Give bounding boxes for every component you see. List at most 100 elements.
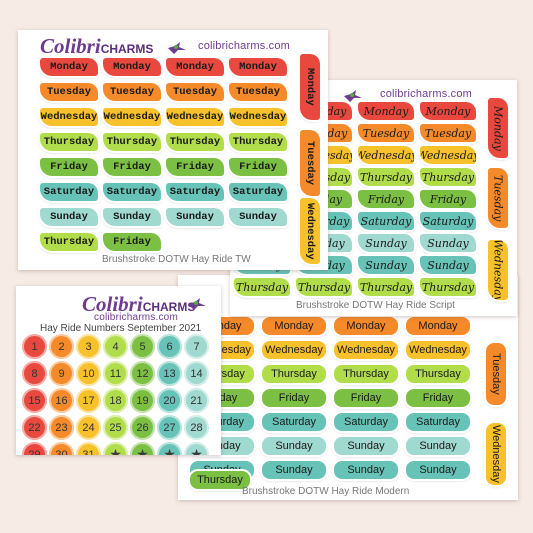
day-sticker: Tuesday bbox=[229, 83, 287, 101]
number-circle-sticker: 25 bbox=[103, 415, 128, 440]
day-sticker-label: Thursday bbox=[359, 280, 413, 294]
brand-script: Colibri bbox=[82, 292, 143, 316]
tw-sheet-caption: Brushstroke DOTW Hay Ride TW bbox=[102, 254, 251, 265]
day-sticker: Thursday bbox=[420, 278, 476, 296]
day-sticker: Thursday bbox=[234, 278, 290, 296]
day-sticker-label: Thursday bbox=[415, 368, 461, 380]
day-sticker-label: Sunday bbox=[419, 464, 457, 476]
day-sticker: Thursday bbox=[420, 168, 476, 186]
day-sticker: Sunday bbox=[334, 437, 398, 455]
day-sticker-label: Friday bbox=[278, 392, 310, 404]
day-sticker-label: Saturday bbox=[415, 416, 461, 428]
day-sticker-label: Wednesday bbox=[409, 344, 467, 356]
day-sticker: Wednesday bbox=[40, 108, 98, 126]
star-circle-sticker: ★ bbox=[184, 442, 209, 455]
day-sticker: Friday bbox=[262, 389, 326, 407]
day-sticker: Thursday bbox=[406, 365, 470, 383]
vertical-day-sticker: Monday bbox=[488, 98, 508, 158]
day-sticker: Wednesday bbox=[420, 146, 476, 164]
day-sticker: Thursday bbox=[358, 168, 414, 186]
day-sticker-label: Wednesday bbox=[40, 111, 98, 123]
day-sticker: Tuesday bbox=[358, 124, 414, 142]
day-sticker: Thursday bbox=[358, 278, 414, 296]
day-sticker-label: Thursday bbox=[43, 236, 95, 248]
script-sheet-url: colibricharms.com bbox=[380, 88, 473, 100]
day-sticker-label: Friday bbox=[113, 161, 151, 173]
brand-script: Colibri bbox=[40, 34, 101, 58]
brand-caps: CHARMS bbox=[142, 300, 196, 314]
day-sticker-label: Thursday bbox=[297, 280, 351, 294]
day-sticker: Friday bbox=[166, 158, 224, 176]
number-circle-sticker: 22 bbox=[22, 415, 47, 440]
day-sticker: Saturday bbox=[40, 183, 98, 201]
day-sticker: Saturday bbox=[358, 212, 414, 230]
star-circle-sticker: ★ bbox=[157, 442, 182, 455]
day-sticker-label: Thursday bbox=[271, 368, 317, 380]
day-sticker: Sunday bbox=[40, 208, 98, 226]
hummingbird-icon bbox=[344, 90, 362, 102]
day-sticker-label: Friday bbox=[422, 392, 454, 404]
day-sticker-label: Sunday bbox=[50, 211, 88, 223]
day-sticker: Sunday bbox=[358, 256, 414, 274]
number-circle-sticker: 29 bbox=[22, 442, 47, 455]
day-sticker: Monday bbox=[40, 58, 98, 76]
numbers-sticker-sheet: ColibriCHARMS colibricharms.com Hay Ride… bbox=[16, 286, 221, 455]
day-sticker: Friday bbox=[334, 389, 398, 407]
number-circle-sticker: 5 bbox=[130, 334, 155, 359]
day-sticker: Saturday bbox=[229, 183, 287, 201]
day-sticker: Thursday bbox=[262, 365, 326, 383]
day-sticker-label: Sunday bbox=[365, 236, 407, 250]
number-circle-sticker: 2 bbox=[49, 334, 74, 359]
number-circle-sticker: 6 bbox=[157, 334, 182, 359]
day-sticker: Sunday bbox=[420, 256, 476, 274]
day-sticker-label: Sunday bbox=[427, 258, 469, 272]
vertical-day-sticker: Wednesday bbox=[300, 198, 320, 264]
day-sticker: Monday bbox=[103, 58, 161, 76]
vertical-day-label: Monday bbox=[304, 68, 316, 106]
day-sticker: Sunday bbox=[334, 461, 398, 479]
tw-sheet-url: colibricharms.com bbox=[198, 40, 291, 52]
day-sticker: Monday bbox=[406, 317, 470, 335]
number-circle-sticker: 14 bbox=[184, 361, 209, 386]
vertical-day-sticker: Tuesday bbox=[488, 168, 508, 228]
day-sticker-label: Sunday bbox=[113, 211, 151, 223]
number-circle-sticker: 27 bbox=[157, 415, 182, 440]
number-circle-sticker: 17 bbox=[76, 388, 101, 413]
day-sticker-label: Tuesday bbox=[424, 126, 472, 140]
day-sticker: Monday bbox=[166, 58, 224, 76]
modern-sheet-caption: Brushstroke DOTW Hay Ride Modern bbox=[242, 486, 410, 497]
number-circle-sticker: 15 bbox=[22, 388, 47, 413]
script-sheet-caption: Brushstroke DOTW Hay Ride Script bbox=[296, 300, 455, 311]
numbers-sheet-caption: Hay Ride Numbers September 2021 bbox=[40, 323, 202, 334]
number-circle-sticker: 12 bbox=[130, 361, 155, 386]
day-sticker: Sunday bbox=[229, 208, 287, 226]
star-circle-sticker: ★ bbox=[103, 442, 128, 455]
day-sticker-label: Thursday bbox=[359, 170, 413, 184]
day-sticker: Friday bbox=[103, 158, 161, 176]
day-sticker: Sunday bbox=[406, 437, 470, 455]
day-sticker-label: Saturday bbox=[169, 186, 221, 198]
day-sticker-label: Friday bbox=[113, 236, 151, 248]
number-circle-sticker: 30 bbox=[49, 442, 74, 455]
day-sticker-label: Tuesday bbox=[362, 126, 410, 140]
day-sticker-label: Monday bbox=[176, 61, 214, 73]
number-circle-sticker: 11 bbox=[103, 361, 128, 386]
brand-logo: ColibriCHARMS bbox=[40, 34, 153, 59]
day-sticker-label: Tuesday bbox=[109, 86, 155, 98]
day-sticker: Monday bbox=[262, 317, 326, 335]
day-sticker-label: Thursday bbox=[235, 280, 289, 294]
day-sticker-label: Monday bbox=[239, 61, 277, 73]
vertical-day-label: Tuesday bbox=[304, 140, 316, 186]
day-sticker: Saturday bbox=[103, 183, 161, 201]
number-circle-sticker: 3 bbox=[76, 334, 101, 359]
day-sticker-label: Wednesday bbox=[420, 148, 476, 162]
day-sticker-label: Monday bbox=[346, 320, 386, 332]
day-sticker: Monday bbox=[358, 102, 414, 120]
tw-sticker-sheet: ColibriCHARMS colibricharms.com Monday Mo… bbox=[18, 30, 328, 270]
day-sticker: Monday bbox=[334, 317, 398, 335]
day-sticker-label: Monday bbox=[363, 104, 409, 118]
day-sticker-label: Sunday bbox=[427, 236, 469, 250]
number-circle-sticker: 10 bbox=[76, 361, 101, 386]
day-sticker: Wednesday bbox=[358, 146, 414, 164]
hummingbird-icon bbox=[188, 298, 206, 310]
